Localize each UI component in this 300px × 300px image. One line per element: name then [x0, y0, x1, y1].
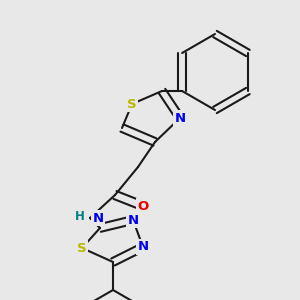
Text: N: N [137, 241, 148, 254]
Text: H: H [75, 211, 85, 224]
Text: N: N [174, 112, 186, 124]
Text: O: O [137, 200, 148, 212]
Text: N: N [92, 212, 104, 224]
Text: N: N [128, 214, 139, 226]
Text: S: S [127, 98, 137, 110]
Text: S: S [77, 242, 87, 254]
